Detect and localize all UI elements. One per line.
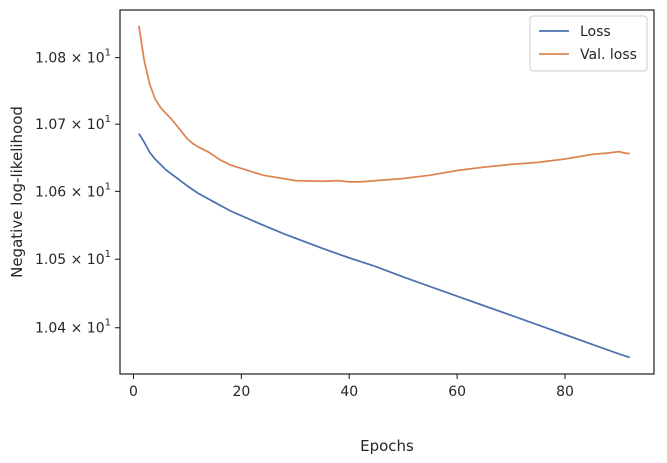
plot-frame	[119, 9, 655, 375]
y-tick-label-0: 1.04 × 101	[35, 318, 111, 337]
legend-label-loss: Loss	[580, 24, 611, 40]
x-axis-label: Epochs	[360, 437, 414, 455]
y-tick-label-3: 1.07 × 101	[35, 114, 111, 133]
series-line-loss	[138, 133, 630, 359]
x-tick-label-0: 0	[129, 384, 138, 400]
x-tick-label-4: 80	[556, 384, 574, 400]
series-line-val-loss	[138, 25, 630, 183]
x-tick-label-3: 60	[448, 384, 466, 400]
y-tick-label-4: 1.08 × 101	[35, 48, 111, 67]
legend-label-val-loss: Val. loss	[580, 47, 637, 63]
x-axis-ticks: 0 20 40 60 80	[129, 374, 574, 400]
x-tick-label-1: 20	[232, 384, 250, 400]
series-lines	[138, 25, 630, 359]
y-axis-label: Negative log-likelihood	[8, 106, 26, 278]
legend-box	[529, 15, 648, 72]
y-tick-label-1: 1.05 × 101	[35, 249, 111, 268]
y-axis-ticks: 1.04 × 101 1.05 × 101 1.06 × 101 1.07 × 101…	[35, 48, 120, 337]
x-tick-label-2: 40	[340, 384, 358, 400]
y-tick-label-2: 1.06 × 101	[35, 181, 111, 200]
legend: Loss Val. loss	[529, 15, 648, 72]
